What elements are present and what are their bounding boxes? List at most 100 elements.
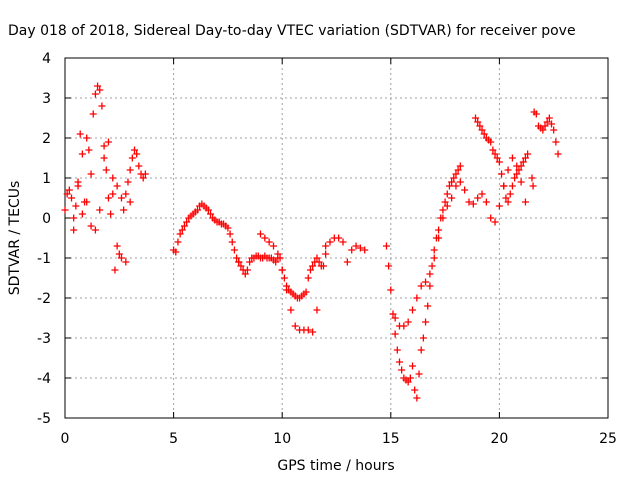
data-point-marker bbox=[491, 218, 499, 226]
data-point-marker bbox=[246, 258, 254, 266]
data-point-marker bbox=[413, 294, 421, 302]
data-point-marker bbox=[322, 242, 330, 250]
y-tick-label: -3 bbox=[37, 331, 51, 347]
chart-title: Day 018 of 2018, Sidereal Day-to-day VTE… bbox=[8, 23, 576, 39]
data-point-marker bbox=[128, 154, 136, 162]
data-point-marker bbox=[309, 262, 317, 270]
data-point-marker bbox=[498, 170, 506, 178]
data-point-marker bbox=[521, 154, 529, 162]
data-point-marker bbox=[193, 206, 201, 214]
data-point-marker bbox=[274, 250, 282, 258]
data-point-marker bbox=[172, 248, 180, 256]
y-axis-label: SDTVAR / TECUs bbox=[7, 181, 23, 296]
data-point-marker bbox=[280, 274, 288, 282]
y-tick-label: -4 bbox=[37, 371, 51, 387]
data-point-marker bbox=[85, 146, 93, 154]
data-point-marker bbox=[141, 170, 149, 178]
data-point-marker bbox=[126, 166, 134, 174]
data-point-marker bbox=[435, 226, 443, 234]
data-point-marker bbox=[426, 282, 434, 290]
data-point-marker bbox=[443, 202, 451, 210]
data-point-marker bbox=[487, 214, 495, 222]
data-point-marker bbox=[417, 282, 425, 290]
data-point-marker bbox=[426, 270, 434, 278]
data-point-marker bbox=[456, 178, 464, 186]
data-point-marker bbox=[207, 210, 215, 218]
data-point-marker bbox=[65, 186, 73, 194]
data-point-marker bbox=[478, 190, 486, 198]
data-point-marker bbox=[230, 246, 238, 254]
data-point-marker bbox=[452, 170, 460, 178]
data-point-marker bbox=[508, 154, 516, 162]
data-point-marker bbox=[304, 274, 312, 282]
data-point-marker bbox=[315, 258, 323, 266]
data-point-marker bbox=[180, 222, 188, 230]
data-point-marker bbox=[304, 326, 312, 334]
data-point-marker bbox=[387, 286, 395, 294]
data-point-marker bbox=[78, 150, 86, 158]
data-point-marker bbox=[413, 394, 421, 402]
data-point-marker bbox=[83, 134, 91, 142]
data-point-marker bbox=[109, 174, 117, 182]
y-tick-label: 1 bbox=[42, 171, 51, 187]
data-point-marker bbox=[482, 198, 490, 206]
data-point-marker bbox=[550, 126, 558, 134]
data-point-marker bbox=[339, 238, 347, 246]
data-point-marker bbox=[96, 206, 104, 214]
data-points bbox=[61, 82, 562, 402]
data-point-marker bbox=[409, 362, 417, 370]
data-point-marker bbox=[419, 334, 427, 342]
data-point-marker bbox=[445, 182, 453, 190]
data-point-marker bbox=[552, 138, 560, 146]
data-point-marker bbox=[117, 254, 125, 262]
data-point-marker bbox=[91, 90, 99, 98]
grid-lines bbox=[65, 58, 608, 418]
x-tick-label: 10 bbox=[273, 431, 291, 447]
data-point-marker bbox=[391, 314, 399, 322]
y-tick-label: -2 bbox=[37, 291, 51, 307]
data-point-marker bbox=[361, 246, 369, 254]
y-tick-label: -1 bbox=[37, 251, 51, 267]
x-tick-label: 25 bbox=[599, 431, 617, 447]
data-point-marker bbox=[87, 222, 95, 230]
data-point-marker bbox=[480, 130, 488, 138]
data-point-marker bbox=[63, 190, 71, 198]
data-point-marker bbox=[135, 162, 143, 170]
data-point-marker bbox=[529, 182, 537, 190]
data-point-marker bbox=[107, 210, 115, 218]
data-point-marker bbox=[178, 226, 186, 234]
data-point-marker bbox=[68, 194, 76, 202]
data-point-marker bbox=[554, 150, 562, 158]
data-point-marker bbox=[428, 262, 436, 270]
data-point-marker bbox=[233, 254, 241, 262]
data-point-marker bbox=[528, 174, 536, 182]
data-point-marker bbox=[441, 198, 449, 206]
data-point-marker bbox=[517, 178, 525, 186]
data-point-marker bbox=[443, 190, 451, 198]
data-point-marker bbox=[504, 166, 512, 174]
data-point-marker bbox=[87, 170, 95, 178]
data-point-marker bbox=[422, 318, 430, 326]
data-point-marker bbox=[474, 194, 482, 202]
data-point-marker bbox=[393, 346, 401, 354]
data-point-marker bbox=[104, 194, 112, 202]
data-point-marker bbox=[469, 200, 477, 208]
data-point-marker bbox=[241, 270, 249, 278]
x-tick-label: 15 bbox=[382, 431, 400, 447]
data-point-marker bbox=[506, 190, 514, 198]
data-point-marker bbox=[465, 198, 473, 206]
data-point-marker bbox=[228, 238, 236, 246]
data-point-marker bbox=[491, 150, 499, 158]
data-point-marker bbox=[541, 122, 549, 130]
data-point-marker bbox=[493, 154, 501, 162]
data-point-marker bbox=[502, 194, 510, 202]
data-point-marker bbox=[495, 158, 503, 166]
data-point-marker bbox=[102, 166, 110, 174]
data-point-marker bbox=[117, 194, 125, 202]
data-point-marker bbox=[313, 306, 321, 314]
data-point-marker bbox=[548, 120, 556, 128]
data-point-marker bbox=[278, 266, 286, 274]
data-point-marker bbox=[76, 130, 84, 138]
data-point-marker bbox=[235, 258, 243, 266]
data-point-marker bbox=[356, 244, 364, 252]
